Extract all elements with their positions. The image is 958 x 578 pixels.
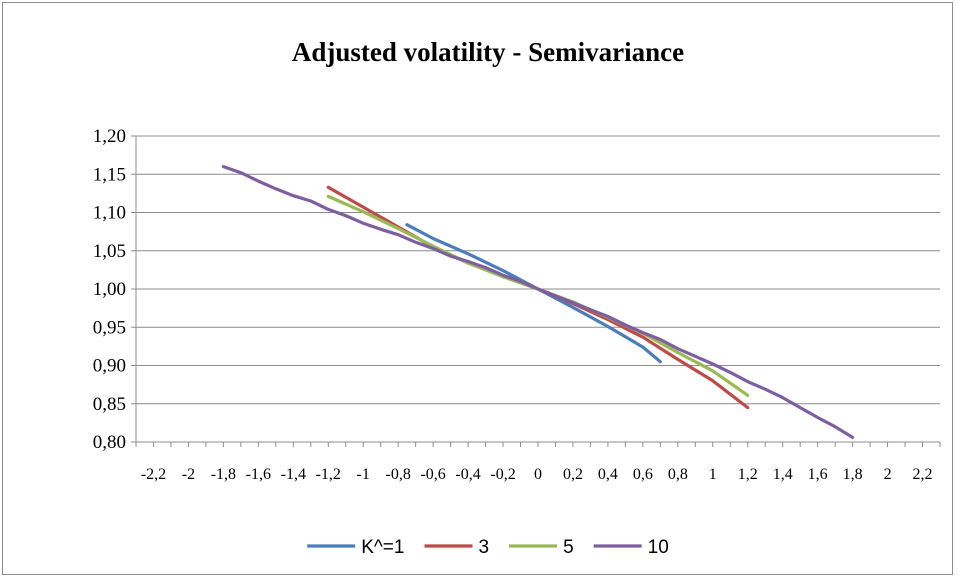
x-tick-label: -1,6 — [246, 466, 271, 483]
y-tick-label: 1,05 — [93, 241, 126, 262]
series-lines — [221, 165, 855, 439]
x-tick-label: 1 — [709, 466, 717, 483]
y-tick-label: 1,00 — [93, 279, 126, 300]
x-tick-label: -0,4 — [455, 466, 480, 483]
legend-label: 10 — [648, 537, 669, 558]
legend-label: K^=1 — [361, 537, 404, 558]
x-tick-label: 0,6 — [633, 466, 653, 483]
x-tick-label: -0,2 — [490, 466, 515, 483]
legend-label: 3 — [478, 537, 489, 558]
x-tick-label: -2 — [182, 466, 195, 483]
x-tick-label: 0 — [534, 466, 542, 483]
x-tick-label: -1,4 — [281, 466, 306, 483]
x-tick-label: 0,8 — [668, 466, 688, 483]
y-tick-label: 0,85 — [93, 394, 126, 415]
y-tick-label: 1,20 — [93, 126, 126, 147]
x-tick-label: 0,2 — [563, 466, 583, 483]
legend-label: 5 — [563, 537, 574, 558]
x-tick-label: -0,6 — [420, 466, 445, 483]
x-tick-label: -1,2 — [316, 466, 341, 483]
x-tick-label: -1,8 — [211, 466, 236, 483]
series-line-3 — [326, 185, 750, 410]
legend: K^=1 3 5 10 — [307, 537, 669, 558]
gridlines — [136, 135, 940, 405]
x-tick-label: 2 — [884, 466, 892, 483]
axes: 0,800,850,900,951,001,051,101,151,20-2,2… — [93, 126, 941, 483]
x-tick-label: 1,6 — [808, 466, 828, 483]
x-tick-label: -1 — [357, 466, 370, 483]
x-tick-label: 1,4 — [773, 466, 793, 483]
y-tick-label: 0,80 — [93, 432, 126, 453]
x-tick-label: -0,8 — [386, 466, 411, 483]
y-tick-label: 0,95 — [93, 317, 126, 338]
x-tick-label: 1,8 — [843, 466, 863, 483]
x-tick-label: -2,2 — [141, 466, 166, 483]
x-tick-label: 1,2 — [738, 466, 758, 483]
y-tick-label: 1,15 — [93, 164, 126, 185]
series-line-k1 — [405, 223, 662, 364]
y-tick-label: 1,10 — [93, 203, 126, 224]
chart-title: Adjusted volatility - Semivariance — [292, 37, 684, 67]
series-line-10 — [221, 165, 855, 439]
y-tick-label: 0,90 — [93, 356, 126, 377]
x-tick-label: 0,4 — [598, 466, 618, 483]
x-tick-label: 2,2 — [913, 466, 933, 483]
